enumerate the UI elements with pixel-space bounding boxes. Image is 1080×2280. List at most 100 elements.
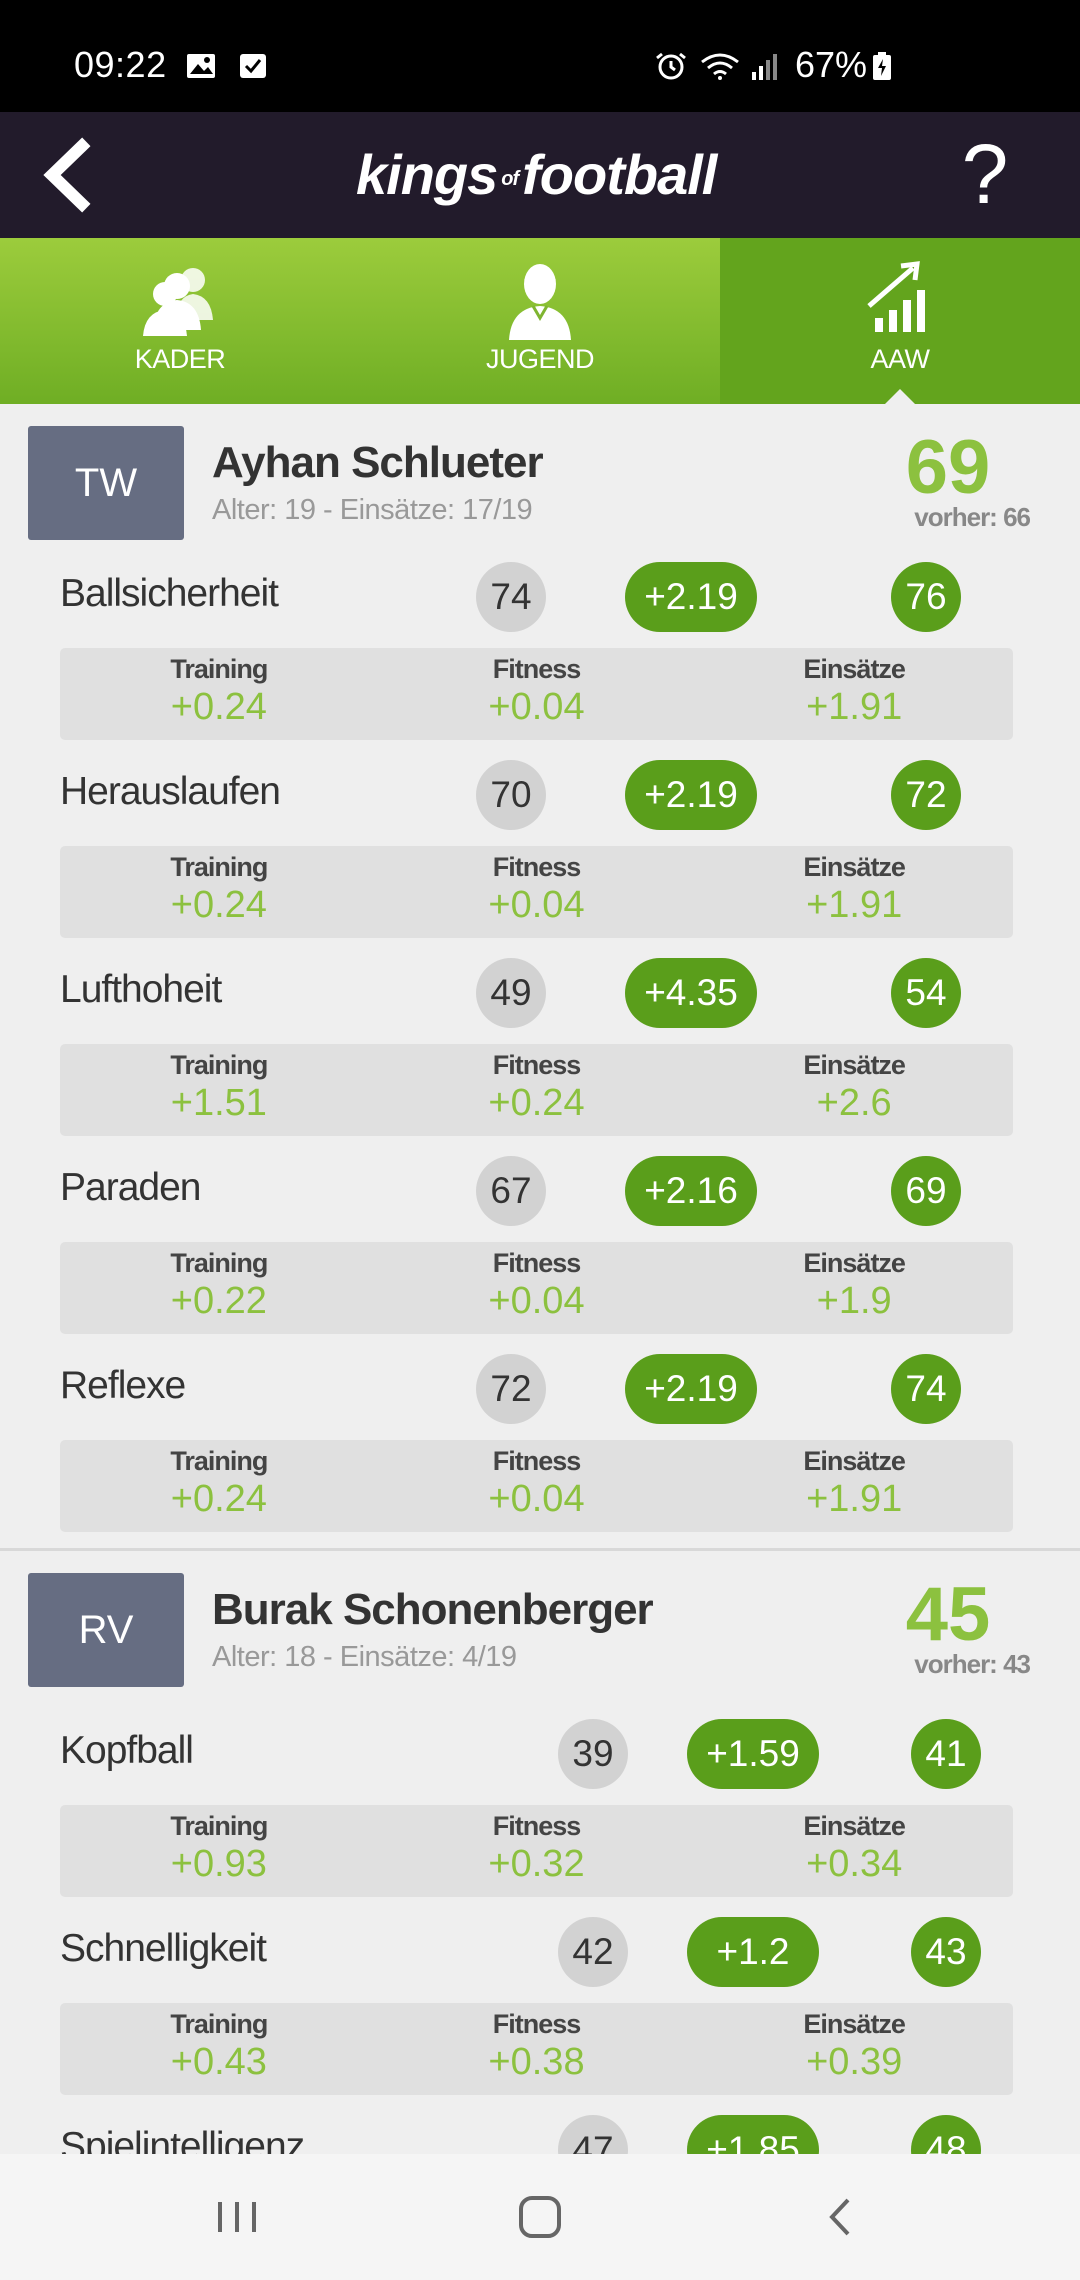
einsaetze-label: Einsätze bbox=[803, 1050, 906, 1080]
wifi-icon bbox=[701, 53, 739, 80]
skill-name: Herauslaufen bbox=[60, 770, 281, 813]
check-icon bbox=[240, 54, 266, 78]
skill-new-value: 48 bbox=[911, 2115, 981, 2154]
gallery-icon bbox=[187, 54, 215, 78]
skill-delta: +2.19 bbox=[625, 760, 757, 830]
help-button[interactable]: ? bbox=[961, 127, 1009, 221]
fitness-label: Fitness bbox=[492, 2009, 582, 2039]
tab-aaw-label: AAW bbox=[870, 344, 931, 374]
fitness-value: +0.04 bbox=[488, 1478, 585, 1520]
einsaetze-value: +1.91 bbox=[806, 686, 903, 728]
player-list[interactable]: TW Ayhan Schlueter Alter: 19 - Einsätze:… bbox=[0, 404, 1080, 2154]
skill-old-value: 39 bbox=[558, 1719, 628, 1789]
player-name: Ayhan Schlueter bbox=[212, 438, 544, 487]
training-value: +1.51 bbox=[170, 1082, 267, 1124]
back-nav-icon[interactable] bbox=[806, 2182, 876, 2252]
skill-breakdown: Training +0.24 Fitness +0.04 Einsätze +1.91 bbox=[60, 648, 1013, 740]
active-tab-indicator bbox=[884, 389, 916, 405]
fitness-value: +0.38 bbox=[488, 2041, 585, 2083]
training-label: Training bbox=[170, 1050, 268, 1080]
fitness-label: Fitness bbox=[492, 1050, 582, 1080]
recent-apps-icon[interactable] bbox=[202, 2182, 272, 2252]
fitness-value: +0.32 bbox=[488, 1843, 585, 1885]
skill-old-value: 72 bbox=[476, 1354, 546, 1424]
einsaetze-value: +1.91 bbox=[806, 884, 903, 926]
growth-chart-icon bbox=[867, 261, 925, 332]
training-label: Training bbox=[170, 1446, 268, 1476]
skill-name: Spielintelligenz bbox=[60, 2125, 305, 2154]
einsaetze-label: Einsätze bbox=[803, 1446, 906, 1476]
tab-kader-label: KADER bbox=[134, 344, 226, 374]
skill-name: Schnelligkeit bbox=[60, 1927, 267, 1970]
skill-delta: +4.35 bbox=[625, 958, 757, 1028]
fitness-value: +0.04 bbox=[488, 1280, 585, 1322]
player-rating: 45 bbox=[905, 1572, 991, 1657]
skill-row: Paraden 67 +2.16 69 bbox=[0, 1156, 1080, 1226]
position-badge: RV bbox=[28, 1573, 184, 1687]
skill-breakdown: Training +1.51 Fitness +0.24 Einsätze +2.6 bbox=[60, 1044, 1013, 1136]
einsaetze-label: Einsätze bbox=[803, 1811, 906, 1841]
skill-name: Lufthoheit bbox=[60, 968, 222, 1011]
skill-breakdown: Training +0.24 Fitness +0.04 Einsätze +1.91 bbox=[60, 1440, 1013, 1532]
skill-old-value: 49 bbox=[476, 958, 546, 1028]
battery-icon bbox=[873, 52, 891, 80]
status-bar: 09:22 67% bbox=[0, 0, 1080, 112]
home-icon[interactable] bbox=[505, 2182, 575, 2252]
training-label: Training bbox=[170, 852, 268, 882]
skill-old-value: 47 bbox=[558, 2115, 628, 2154]
einsaetze-value: +0.34 bbox=[806, 1843, 903, 1885]
player-previous-rating: vorher: 66 bbox=[914, 502, 1031, 532]
fitness-label: Fitness bbox=[492, 1446, 582, 1476]
skill-new-value: 43 bbox=[911, 1917, 981, 1987]
player-meta: Alter: 19 - Einsätze: 17/19 bbox=[212, 494, 533, 526]
skill-old-value: 42 bbox=[558, 1917, 628, 1987]
skill-new-value: 72 bbox=[891, 760, 961, 830]
team-icon bbox=[143, 268, 213, 336]
player-previous-rating: vorher: 43 bbox=[914, 1649, 1031, 1679]
skill-name: Paraden bbox=[60, 1166, 201, 1209]
player-rating: 69 bbox=[905, 425, 991, 510]
player-name: Burak Schonenberger bbox=[212, 1585, 654, 1634]
einsaetze-value: +0.39 bbox=[806, 2041, 903, 2083]
signal-icon bbox=[752, 54, 777, 80]
skill-row: Spielintelligenz 47 +1.85 48 bbox=[0, 2115, 1080, 2154]
fitness-label: Fitness bbox=[492, 654, 582, 684]
training-value: +0.93 bbox=[170, 1843, 267, 1885]
player-card[interactable]: TW Ayhan Schlueter Alter: 19 - Einsätze:… bbox=[0, 404, 1080, 1532]
skill-name: Kopfball bbox=[60, 1729, 194, 1772]
einsaetze-value: +2.6 bbox=[816, 1082, 892, 1124]
skill-breakdown: Training +0.93 Fitness +0.32 Einsätze +0.34 bbox=[60, 1805, 1013, 1897]
einsaetze-label: Einsätze bbox=[803, 2009, 906, 2039]
alarm-icon bbox=[656, 52, 686, 80]
position-badge: TW bbox=[28, 426, 184, 540]
app-logo: kings offootball bbox=[356, 143, 717, 206]
skill-delta: +1.85 bbox=[687, 2115, 819, 2154]
youth-player-icon bbox=[509, 264, 571, 340]
tab-kader[interactable]: KADER bbox=[0, 238, 360, 404]
skill-row: Schnelligkeit 42 +1.2 43 bbox=[0, 1917, 1080, 1987]
tab-bar: KADER JUGEND AAW bbox=[0, 238, 1080, 405]
back-arrow-icon[interactable] bbox=[30, 132, 116, 218]
einsaetze-value: +1.9 bbox=[816, 1280, 892, 1322]
status-time: 09:22 bbox=[74, 44, 167, 85]
player-card[interactable]: RV Burak Schonenberger Alter: 18 - Einsä… bbox=[0, 1548, 1080, 2154]
skill-row: Kopfball 39 +1.59 41 bbox=[0, 1719, 1080, 1789]
tab-jugend[interactable]: JUGEND bbox=[360, 238, 720, 404]
skill-old-value: 70 bbox=[476, 760, 546, 830]
skill-new-value: 54 bbox=[891, 958, 961, 1028]
skill-row: Ballsicherheit 74 +2.19 76 bbox=[0, 562, 1080, 632]
training-label: Training bbox=[170, 1811, 268, 1841]
tab-jugend-label: JUGEND bbox=[485, 344, 595, 374]
training-value: +0.22 bbox=[170, 1280, 267, 1322]
training-value: +0.24 bbox=[170, 686, 267, 728]
fitness-label: Fitness bbox=[492, 1811, 582, 1841]
skill-breakdown: Training +0.22 Fitness +0.04 Einsätze +1.9 bbox=[60, 1242, 1013, 1334]
skill-delta: +1.2 bbox=[687, 1917, 819, 1987]
einsaetze-label: Einsätze bbox=[803, 1248, 906, 1278]
fitness-value: +0.24 bbox=[488, 1082, 585, 1124]
training-value: +0.24 bbox=[170, 884, 267, 926]
training-value: +0.43 bbox=[170, 2041, 267, 2083]
training-value: +0.24 bbox=[170, 1478, 267, 1520]
tab-aaw[interactable]: AAW bbox=[720, 238, 1080, 405]
skill-delta: +2.19 bbox=[625, 1354, 757, 1424]
